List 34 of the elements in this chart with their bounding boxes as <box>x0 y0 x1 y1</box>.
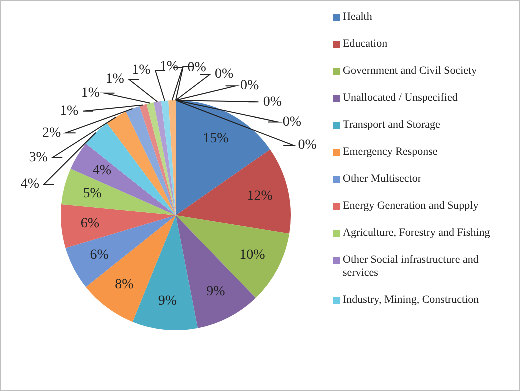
data-label: 2% <box>42 126 62 141</box>
text: 0% <box>282 114 302 130</box>
data-label: 6% <box>80 216 100 232</box>
legend-label: Education <box>343 38 388 51</box>
data-label: 12% <box>247 188 274 204</box>
data-label: 8% <box>115 277 134 292</box>
data-label: 4% <box>20 177 40 192</box>
legend-label: Government and Civil Society <box>343 65 478 78</box>
data-label: 9% <box>158 294 178 310</box>
legend-label: Industry, Mining, Construction <box>343 294 480 307</box>
text: 0% <box>240 78 260 94</box>
data-label: 15% <box>203 132 230 147</box>
data-label: 1% <box>81 86 100 102</box>
text: 0% <box>263 94 282 110</box>
data-label: 5% <box>83 186 102 202</box>
legend-label: Energy Generation and Supply <box>343 200 479 213</box>
data-label: 10% <box>240 248 266 264</box>
text: 0% <box>214 67 234 82</box>
legend-label: Other Multisector <box>343 173 422 186</box>
text: 0% <box>298 138 317 154</box>
text: 0% <box>188 60 206 76</box>
data-label: 6% <box>90 248 110 264</box>
data-label: 3% <box>29 150 48 166</box>
data-label: 1% <box>106 72 125 88</box>
legend-label: Emergency Response <box>343 146 438 159</box>
legend-label: Unallocated / Unspecified <box>343 92 458 105</box>
legend-label: Transport and Storage <box>343 119 440 132</box>
data-label: 9% <box>206 284 226 300</box>
data-label: 1% <box>132 63 152 78</box>
legend-label: Health <box>343 11 372 24</box>
data-label: 1% <box>60 104 80 120</box>
data-label: 4% <box>92 163 112 178</box>
legend-label: Other Social infrastructure and services <box>343 254 480 280</box>
legend-label: Agriculture, Forestry and Fishing <box>343 227 490 240</box>
